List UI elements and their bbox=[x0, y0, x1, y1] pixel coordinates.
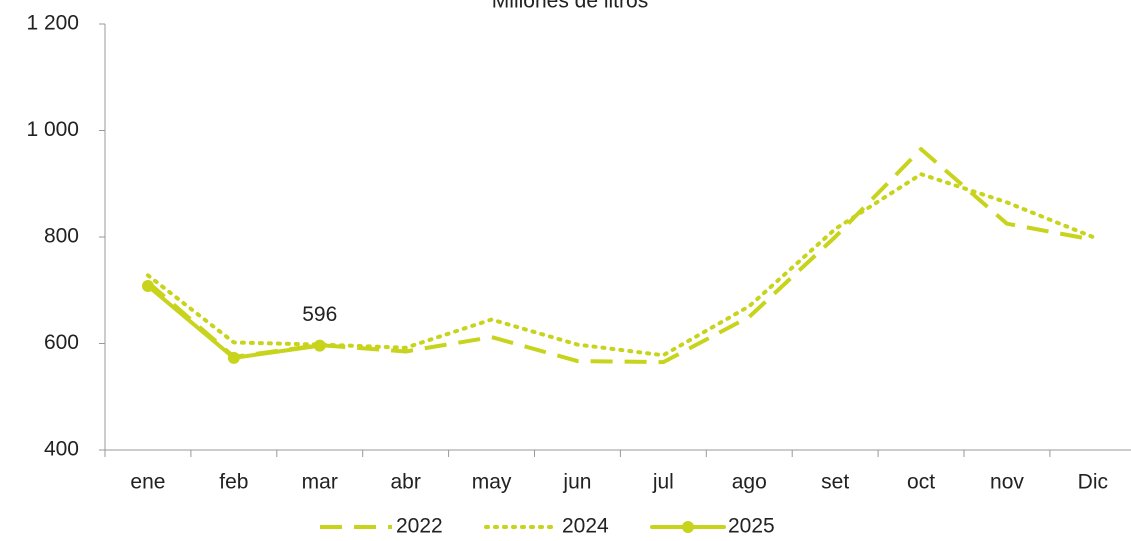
marker bbox=[141, 279, 154, 292]
line-dashed bbox=[146, 147, 1094, 365]
legend-label: 2022 bbox=[396, 515, 443, 538]
x-tick-label: nov bbox=[990, 471, 1024, 494]
x-tick-label: ago bbox=[732, 471, 767, 494]
legend-label: 2024 bbox=[562, 515, 609, 538]
marker bbox=[313, 339, 326, 352]
x-tick-label: abr bbox=[390, 471, 420, 494]
x-tick-label: Dic bbox=[1078, 471, 1108, 494]
y-tick-label: 400 bbox=[44, 438, 79, 461]
legend-marker bbox=[682, 521, 694, 533]
x-tick-label: jun bbox=[562, 471, 591, 494]
x-tick-label: mar bbox=[302, 471, 338, 494]
data-label: 596 bbox=[302, 303, 337, 326]
marker bbox=[227, 351, 240, 364]
x-tick-label: may bbox=[472, 471, 512, 494]
x-tick-label: jul bbox=[652, 471, 674, 494]
legend-label: 2025 bbox=[728, 515, 775, 538]
y-tick-label: 800 bbox=[44, 225, 79, 248]
line-dotted bbox=[145, 172, 1095, 358]
y-tick-label: 1 000 bbox=[26, 118, 79, 141]
x-tick-label: ene bbox=[130, 471, 165, 494]
x-tick-label: set bbox=[821, 471, 849, 494]
chart-title: Millones de litros bbox=[492, 0, 648, 13]
x-tick-label: feb bbox=[219, 471, 248, 494]
x-tick-label: oct bbox=[907, 471, 935, 494]
y-tick-label: 1 200 bbox=[26, 12, 79, 35]
y-tick-label: 600 bbox=[44, 331, 79, 354]
